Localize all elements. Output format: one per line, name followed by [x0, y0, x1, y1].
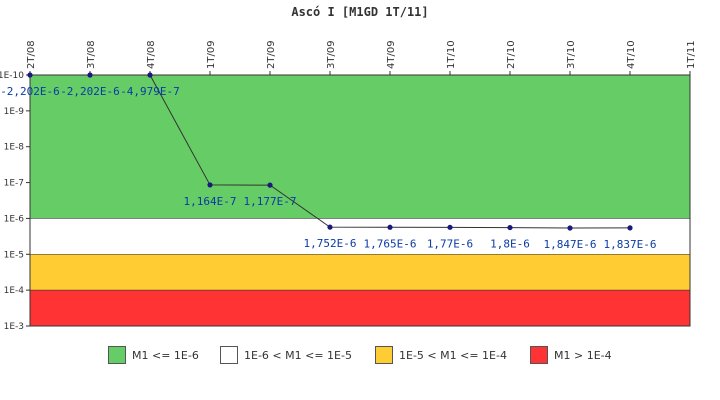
data-label: 1,752E-6 — [304, 237, 357, 250]
legend-swatch-low — [108, 346, 126, 364]
y-tick-label: 1E-9 — [4, 107, 25, 117]
x-tick-label: 3T/09 — [326, 40, 337, 69]
y-tick-label: 1E-6 — [4, 214, 25, 224]
y-tick-label: 1E-5 — [4, 250, 24, 260]
x-tick-label: 4T/09 — [386, 40, 397, 69]
risk-band-1 — [29, 218, 691, 255]
data-point — [447, 224, 453, 230]
legend-label-high: M1 > 1E-4 — [554, 348, 612, 362]
legend-swatch-medium-low — [220, 346, 238, 364]
legend: M1 <= 1E-6 1E-6 < M1 <= 1E-5 1E-5 < M1 <… — [0, 344, 720, 368]
x-tick-label: 2T/08 — [26, 40, 37, 69]
data-label: -4,979E-7 — [120, 85, 180, 98]
data-point — [327, 224, 333, 230]
data-label: -2,202E-6 — [60, 85, 120, 98]
data-label: 1,8E-6 — [490, 238, 530, 251]
risk-bands — [29, 74, 691, 327]
y-tick-label: 1E-8 — [4, 143, 25, 153]
plot-frame — [29, 74, 691, 327]
data-point — [27, 72, 33, 78]
legend-label-medium-low: 1E-6 < M1 <= 1E-5 — [244, 348, 352, 362]
chart-title: Ascó I [M1GD 1T/11] — [291, 5, 428, 19]
legend-item-medium-low: 1E-6 < M1 <= 1E-5 — [220, 344, 352, 366]
data-point — [207, 182, 213, 188]
legend-item-medium-high: 1E-5 < M1 <= 1E-4 — [375, 344, 507, 366]
legend-item-low: M1 <= 1E-6 — [108, 344, 199, 366]
legend-item-high: M1 > 1E-4 — [530, 344, 612, 366]
y-tick-label: 1E-10 — [0, 71, 24, 81]
x-tick-label: 1T/11 — [686, 40, 697, 69]
data-point — [147, 72, 153, 78]
risk-band-0 — [29, 74, 691, 219]
x-tick-label: 3T/10 — [566, 40, 577, 69]
data-labels: -2,202E-6 -2,202E-6 -4,979E-71,164E-7 1,177… — [0, 85, 656, 251]
x-tick-label: 2T/09 — [266, 40, 277, 69]
risk-band-3 — [29, 289, 691, 327]
y-tick-label: 1E-7 — [4, 179, 24, 189]
x-tick-label: 1T/10 — [446, 40, 457, 69]
x-axis: 2T/08 3T/08 4T/08 1T/09 2T/09 3T/09 4T/09 1T/10… — [26, 40, 697, 75]
data-label: 1,164E-7 — [184, 195, 237, 208]
data-label: 1,847E-6 — [544, 238, 597, 251]
legend-swatch-medium-high — [375, 346, 393, 364]
series-line — [27, 72, 633, 231]
legend-label-low: M1 <= 1E-6 — [132, 348, 199, 362]
risk-band-2 — [29, 254, 691, 291]
data-point — [627, 225, 633, 231]
x-tick-label: 1T/09 — [206, 40, 217, 69]
y-tick-label: 1E-4 — [4, 286, 25, 296]
y-axis: 1E-10 1E-9 1E-8 1E-7 1E-6 1E-5 1E-4 1E-3 — [0, 71, 30, 332]
data-point — [567, 225, 573, 231]
legend-label-medium-high: 1E-5 < M1 <= 1E-4 — [399, 348, 507, 362]
x-tick-label: 4T/10 — [626, 40, 637, 69]
data-label: 1,837E-6 — [604, 238, 657, 251]
data-label: 1,765E-6 — [364, 237, 417, 250]
data-label: -2,202E-6 — [0, 85, 60, 98]
legend-swatch-high — [530, 346, 548, 364]
data-label: 1,177E-7 — [244, 195, 297, 208]
x-tick-label: 3T/08 — [86, 40, 97, 69]
x-tick-label: 2T/10 — [506, 40, 517, 69]
y-tick-label: 1E-3 — [4, 322, 24, 332]
data-label: 1,77E-6 — [427, 237, 473, 250]
data-point — [507, 224, 513, 231]
data-point — [87, 72, 93, 78]
data-point — [387, 224, 393, 230]
x-tick-label: 4T/08 — [146, 40, 157, 69]
data-point — [267, 182, 273, 188]
